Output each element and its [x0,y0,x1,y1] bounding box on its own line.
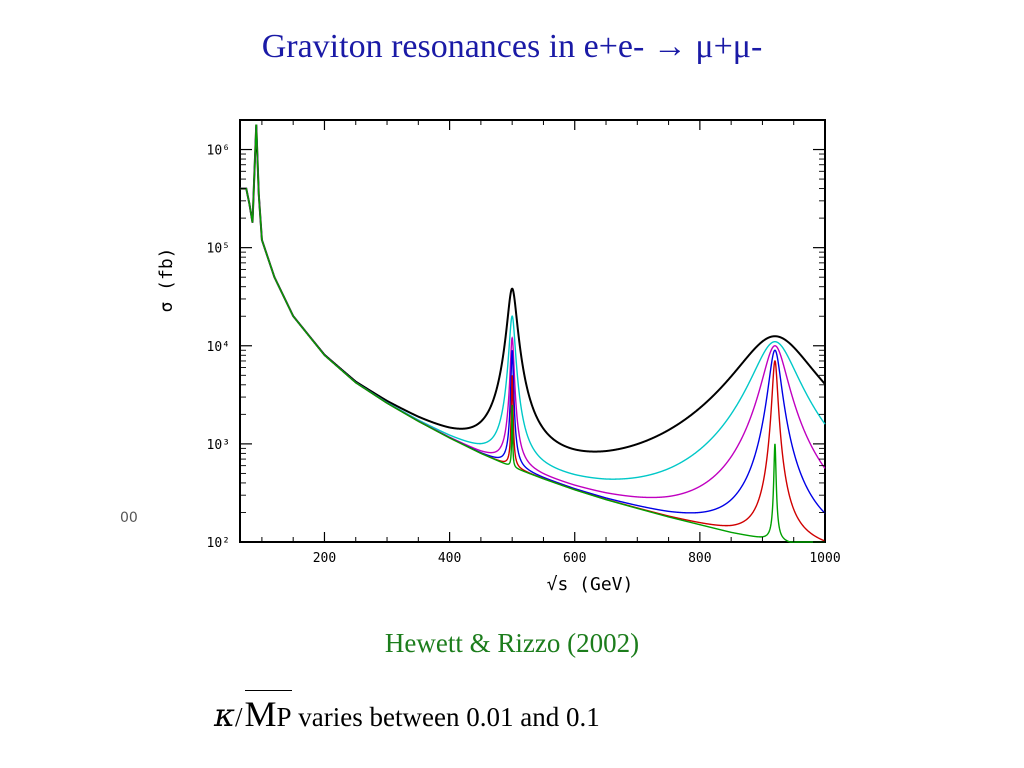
series-line-1 [240,124,826,480]
citation: Hewett & Rizzo (2002) [384,628,640,658]
chart-area: 200 400 600 800 1000 10² 10³ 10⁴ 10⁵ 10⁶ √s (GeV)… [140,110,860,610]
series-line-3 [240,124,826,514]
series-line-5 [240,124,825,543]
series-line-0 [240,124,826,453]
y-tick-label: 10³ [207,438,230,453]
y-tick-label: 10⁶ [207,144,230,159]
series-line-4 [240,124,826,542]
coupling-range-text: varies between 0.01 and 0.1 [291,702,600,732]
x-tick-label: 1000 [809,551,840,566]
planck-mass-subscript: P [276,702,292,732]
slide-title: Graviton resonances in e+e- → μ+μ- [261,28,763,65]
x-tick-label: 200 [313,551,336,566]
series-line-2 [240,124,826,499]
x-tick-label: 400 [438,551,461,566]
x-tick-label: 600 [563,551,586,566]
plot-frame [239,119,826,543]
slash-symbol: / [234,702,243,732]
y-tick-label: 10⁴ [207,340,230,355]
x-tick-label: 800 [688,551,711,566]
y-axis-label: σ (fb) [156,247,177,312]
kappa-symbol: κ [214,696,235,734]
planck-mass-symbol: M [244,694,277,734]
planck-mass-bar: MP [244,690,292,735]
graviton-resonance-chart: 200 400 600 800 1000 10² 10³ 10⁴ 10⁵ 10⁶ √s (GeV)… [156,119,841,595]
x-axis-label: √s (GeV) [547,574,634,595]
y-tick-label: 10² [207,536,230,551]
cropped-label-fragment: 00 [120,510,138,526]
y-tick-label: 10⁵ [207,242,230,257]
coupling-note: κ/MP varies between 0.01 and 0.1 [214,690,600,735]
